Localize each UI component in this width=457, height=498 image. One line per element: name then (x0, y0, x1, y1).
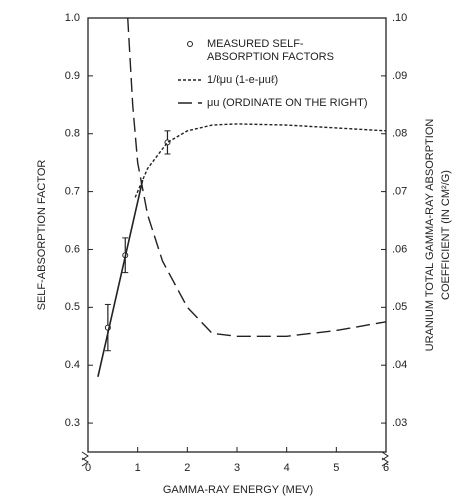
x-axis-label: GAMMA-RAY ENERGY (MEV) (163, 484, 313, 496)
legend-label: μu (ORDINATE ON THE RIGHT) (207, 97, 368, 109)
x-tick-label: 1 (135, 462, 141, 474)
x-tick-label: 5 (333, 462, 339, 474)
x-tick-label: 2 (184, 462, 190, 474)
x-tick-label: 0 (85, 462, 91, 474)
data-line (134, 123, 387, 198)
data-line (97, 179, 144, 377)
legend-label: MEASURED SELF- (207, 38, 304, 50)
y-tick-label: 0.3 (65, 417, 80, 429)
y-tick-label: 0.4 (65, 359, 80, 371)
y-tick-label: 0.5 (65, 301, 80, 313)
y-tick-label: 0.6 (65, 243, 80, 255)
y-tick-label: 1.0 (65, 12, 80, 24)
data-line (127, 17, 387, 337)
y-axis-label: SELF-ABSORPTION FACTOR (36, 160, 48, 311)
x-tick-label: 6 (383, 462, 389, 474)
y2-tick-label: .06 (392, 243, 407, 255)
y2-tick-label: .07 (392, 186, 407, 198)
legend-label: 1/ℓμu (1-e-μuℓ) (207, 74, 278, 86)
y-tick-label: 0.7 (65, 186, 80, 198)
y2-tick-label: .08 (392, 128, 407, 140)
legend-label: ABSORPTION FACTORS (207, 51, 334, 63)
y2-tick-label: .10 (392, 12, 407, 24)
y2-tick-label: .05 (392, 301, 407, 313)
y-tick-label: 0.8 (65, 128, 80, 140)
y2-tick-label: .03 (392, 417, 407, 429)
legend-marker (187, 41, 193, 47)
y2-tick-label: .04 (392, 359, 407, 371)
y2-axis-label: COEFFICIENT (IN CM²/G) (440, 170, 452, 300)
y-tick-label: 0.9 (65, 70, 80, 82)
x-tick-label: 4 (284, 462, 290, 474)
axis-break (81, 451, 389, 467)
x-tick-label: 3 (234, 462, 240, 474)
y2-tick-label: .09 (392, 70, 407, 82)
y2-axis-label: URANIUM TOTAL GAMMA-RAY ABSORPTION (424, 119, 436, 352)
